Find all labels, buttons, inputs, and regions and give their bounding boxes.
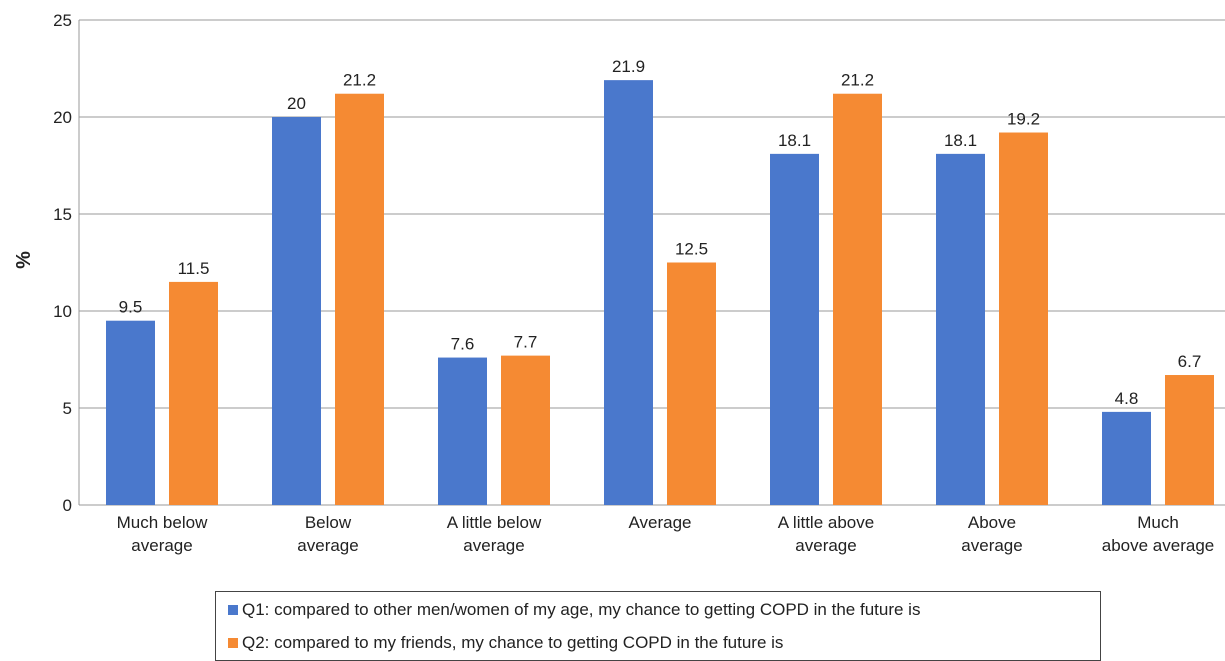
data-label: 4.8: [1115, 389, 1139, 408]
y-axis: 0 5 10 15 20 25: [53, 11, 80, 515]
y-axis-label: %: [13, 251, 35, 269]
legend: Q1: compared to other men/women of my ag…: [215, 591, 1101, 661]
legend-label-q1: Q1: compared to other men/women of my ag…: [242, 600, 921, 619]
y-tick-label: 25: [53, 11, 72, 30]
bar-q1: [272, 117, 321, 505]
legend-item-q1: Q1: compared to other men/women of my ag…: [228, 600, 920, 620]
data-label: 18.1: [944, 131, 977, 150]
bar-q2: [335, 93, 384, 505]
y-tick-label: 0: [63, 496, 72, 515]
bar-q1: [770, 153, 819, 506]
legend-item-q2: Q2: compared to my friends, my chance to…: [228, 633, 783, 653]
bar-q2: [1165, 375, 1214, 505]
data-label: 7.6: [451, 335, 475, 354]
y-tick-label: 15: [53, 205, 72, 224]
data-label: 19.2: [1007, 110, 1040, 129]
bar-q1: [438, 357, 487, 505]
data-label: 7.7: [514, 333, 538, 352]
data-label: 6.7: [1178, 352, 1202, 371]
bar-q1: [106, 320, 155, 505]
data-label: 21.9: [612, 57, 645, 76]
bar-q2: [169, 281, 218, 505]
y-tick-label: 20: [53, 108, 72, 127]
data-label: 21.2: [841, 71, 874, 90]
y-tick-label: 10: [53, 302, 72, 321]
x-axis: Much below average Below average A little be…: [117, 513, 1215, 555]
data-label: 20: [287, 94, 306, 113]
legend-swatch-q1: [228, 605, 238, 615]
x-category-label: Above average: [961, 513, 1022, 555]
bar-q2: [833, 93, 882, 505]
data-label: 11.5: [178, 259, 210, 278]
data-label: 9.5: [119, 298, 143, 317]
x-category-label: A little above average: [778, 513, 874, 555]
legend-label-q2: Q2: compared to my friends, my chance to…: [242, 633, 784, 652]
data-label: 18.1: [778, 131, 811, 150]
x-category-label: Much above average: [1102, 513, 1214, 555]
bar-q1: [936, 153, 985, 506]
data-label: 12.5: [675, 240, 708, 259]
legend-swatch-q2: [228, 638, 238, 648]
bar-q1: [604, 80, 653, 505]
y-tick-label: 5: [63, 399, 72, 418]
bar-q2: [667, 262, 716, 505]
data-label: 21.2: [343, 71, 376, 90]
bar-q2: [999, 132, 1048, 505]
bar-q2: [501, 355, 550, 505]
x-category-label: A little below average: [447, 513, 542, 555]
x-category-label: Much below average: [117, 513, 208, 555]
x-category-label: Below average: [297, 513, 358, 555]
bars: [106, 80, 1214, 506]
x-category-label: Average: [628, 513, 691, 532]
data-labels: 9.5 11.5 20 21.2 7.6 7.7 21.9 12.5 18.1 21.2 18.1 1…: [119, 57, 1202, 408]
bar-q1: [1102, 411, 1151, 505]
